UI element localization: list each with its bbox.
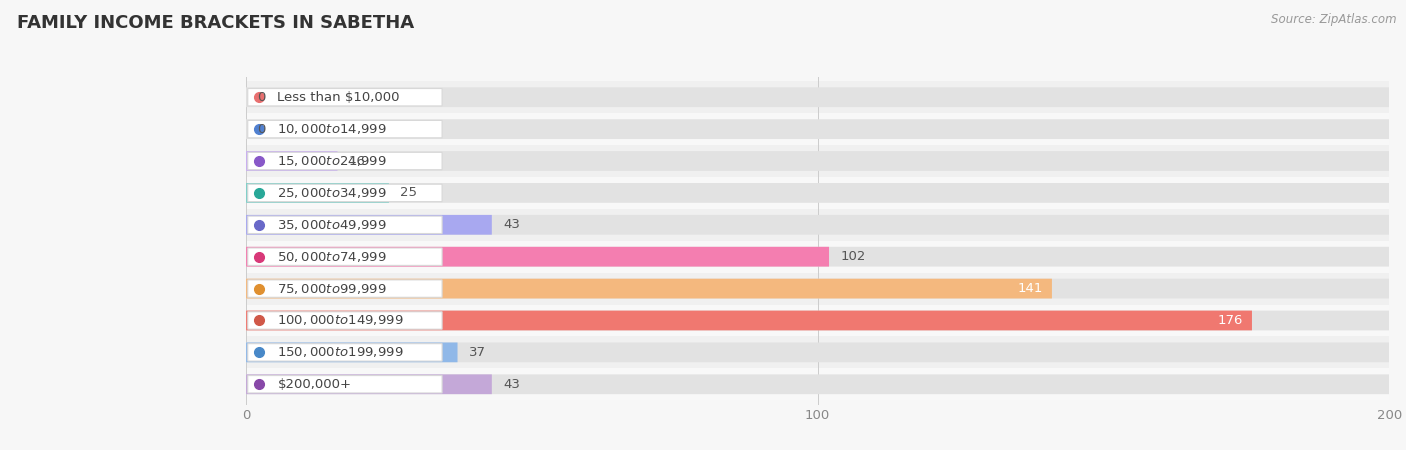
FancyBboxPatch shape — [246, 279, 1389, 298]
Text: 141: 141 — [1018, 282, 1043, 295]
Bar — [246, 368, 1389, 400]
FancyBboxPatch shape — [247, 376, 441, 393]
Text: $35,000 to $49,999: $35,000 to $49,999 — [277, 218, 387, 232]
FancyBboxPatch shape — [246, 183, 389, 203]
Text: $100,000 to $149,999: $100,000 to $149,999 — [277, 314, 404, 328]
Bar — [246, 177, 1389, 209]
Bar — [246, 113, 1389, 145]
FancyBboxPatch shape — [246, 374, 492, 394]
Text: 176: 176 — [1218, 314, 1243, 327]
Text: $25,000 to $34,999: $25,000 to $34,999 — [277, 186, 387, 200]
Text: 16: 16 — [349, 154, 366, 167]
Text: $50,000 to $74,999: $50,000 to $74,999 — [277, 250, 387, 264]
Text: $10,000 to $14,999: $10,000 to $14,999 — [277, 122, 387, 136]
FancyBboxPatch shape — [246, 310, 1389, 330]
FancyBboxPatch shape — [247, 248, 441, 266]
FancyBboxPatch shape — [246, 279, 1052, 298]
FancyBboxPatch shape — [246, 87, 1389, 107]
FancyBboxPatch shape — [246, 342, 1389, 362]
Bar — [246, 145, 1389, 177]
Text: Source: ZipAtlas.com: Source: ZipAtlas.com — [1271, 14, 1396, 27]
Text: $150,000 to $199,999: $150,000 to $199,999 — [277, 346, 404, 360]
FancyBboxPatch shape — [246, 247, 1389, 266]
FancyBboxPatch shape — [247, 121, 441, 138]
FancyBboxPatch shape — [247, 216, 441, 234]
Text: 0: 0 — [257, 91, 266, 104]
Text: $75,000 to $99,999: $75,000 to $99,999 — [277, 282, 387, 296]
FancyBboxPatch shape — [247, 312, 441, 329]
Text: FAMILY INCOME BRACKETS IN SABETHA: FAMILY INCOME BRACKETS IN SABETHA — [17, 14, 413, 32]
FancyBboxPatch shape — [246, 310, 1251, 330]
Bar — [246, 81, 1389, 113]
FancyBboxPatch shape — [246, 183, 1389, 203]
FancyBboxPatch shape — [247, 280, 441, 297]
Bar — [246, 273, 1389, 305]
FancyBboxPatch shape — [247, 344, 441, 361]
Text: 0: 0 — [257, 122, 266, 135]
FancyBboxPatch shape — [246, 151, 337, 171]
Text: 43: 43 — [503, 218, 520, 231]
Bar — [246, 209, 1389, 241]
Text: $15,000 to $24,999: $15,000 to $24,999 — [277, 154, 387, 168]
FancyBboxPatch shape — [246, 215, 1389, 235]
Bar — [246, 305, 1389, 337]
Text: 37: 37 — [470, 346, 486, 359]
Bar — [246, 241, 1389, 273]
Text: 43: 43 — [503, 378, 520, 391]
FancyBboxPatch shape — [246, 151, 1389, 171]
FancyBboxPatch shape — [246, 215, 492, 235]
Text: $200,000+: $200,000+ — [277, 378, 352, 391]
Text: 25: 25 — [401, 186, 418, 199]
FancyBboxPatch shape — [246, 119, 1389, 139]
FancyBboxPatch shape — [247, 152, 441, 170]
FancyBboxPatch shape — [247, 89, 441, 106]
Text: Less than $10,000: Less than $10,000 — [277, 91, 399, 104]
Text: 102: 102 — [841, 250, 866, 263]
FancyBboxPatch shape — [246, 342, 457, 362]
Bar — [246, 337, 1389, 368]
FancyBboxPatch shape — [246, 247, 830, 266]
FancyBboxPatch shape — [246, 374, 1389, 394]
FancyBboxPatch shape — [247, 184, 441, 202]
